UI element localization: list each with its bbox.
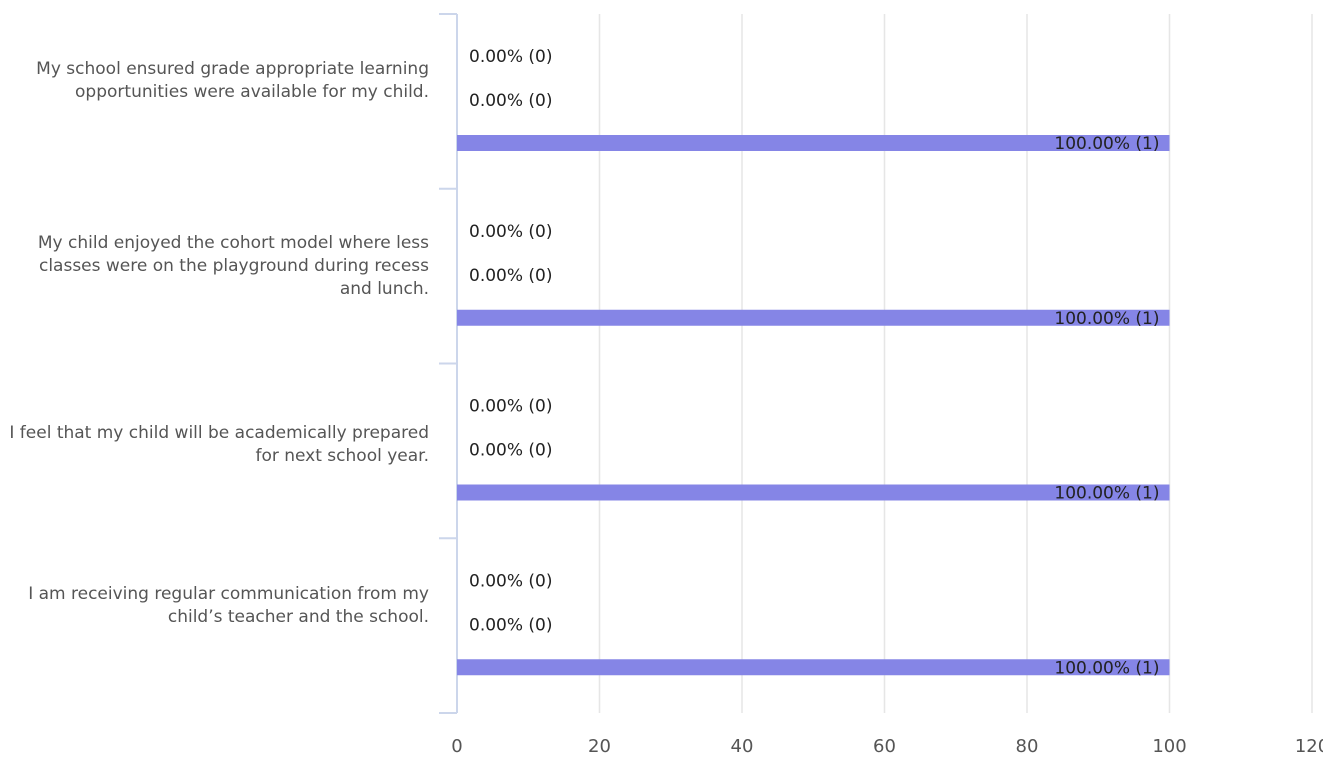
- x-tick-label: 40: [731, 736, 754, 757]
- data-label: 100.00% (1): [1054, 658, 1159, 678]
- category-label: I am receiving regular communication fro…: [28, 584, 429, 627]
- gridlines: [598, 14, 1313, 713]
- data-label: 0.00% (0): [469, 441, 553, 461]
- category-label: I feel that my child will be academicall…: [9, 423, 429, 466]
- x-tick-label: 0: [451, 736, 462, 757]
- data-label: 0.00% (0): [469, 91, 553, 111]
- bar: [457, 659, 1170, 676]
- category-label: My child enjoyed the cohort model where …: [37, 233, 429, 299]
- category-label: My school ensured grade appropriate lear…: [36, 59, 429, 102]
- data-label: 0.00% (0): [469, 397, 553, 417]
- data-label: 0.00% (0): [469, 615, 553, 635]
- x-tick-label: 80: [1016, 736, 1039, 757]
- data-label: 0.00% (0): [469, 47, 553, 67]
- bars: [457, 135, 1170, 676]
- x-tick-label: 60: [873, 736, 896, 757]
- data-labels: 0.00% (0) 0.00% (0) 100.00% (1) 0.00% (0) 0.…: [469, 47, 1160, 678]
- x-tick-label: 100: [1152, 736, 1186, 757]
- x-tick-label: 120: [1295, 736, 1323, 757]
- bar: [457, 309, 1170, 326]
- data-label: 0.00% (0): [469, 222, 553, 242]
- data-label: 100.00% (1): [1054, 134, 1159, 154]
- x-tick-label: 20: [588, 736, 611, 757]
- data-label: 100.00% (1): [1054, 484, 1159, 504]
- data-label: 0.00% (0): [469, 571, 553, 591]
- bar: [457, 484, 1170, 501]
- category-axis: [439, 13, 458, 714]
- x-axis-ticks: 0 20 40 60 80 100 120: [451, 736, 1323, 757]
- data-label: 0.00% (0): [469, 266, 553, 286]
- data-label: 100.00% (1): [1054, 309, 1159, 329]
- bar: [457, 135, 1170, 151]
